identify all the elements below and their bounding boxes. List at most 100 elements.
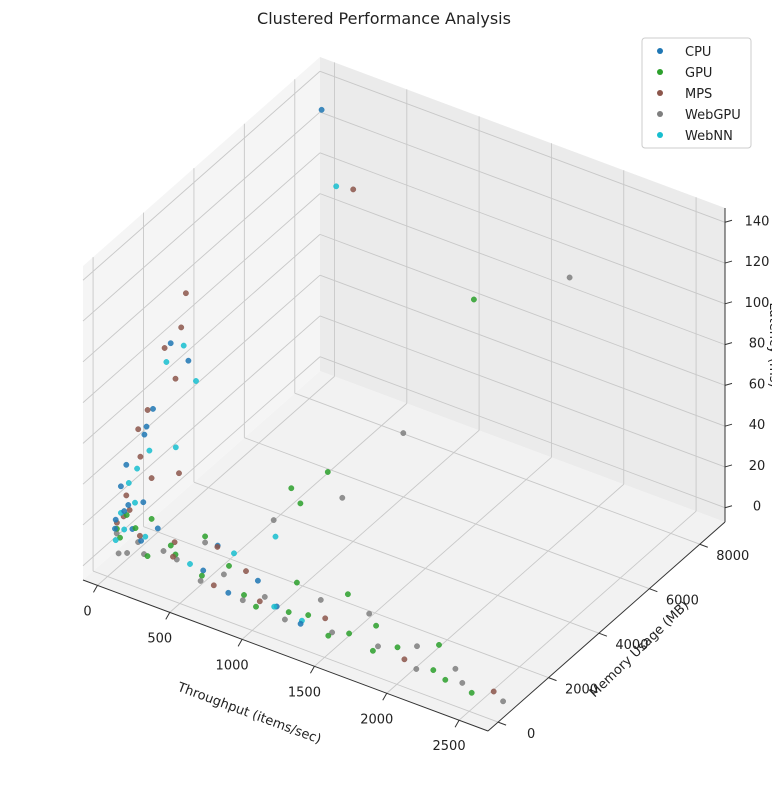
point-mps [123,492,130,499]
point-webgpu [414,643,420,650]
grid-line-y [92,570,499,723]
point-gpu [344,591,351,598]
z-axis-label: Latency (ms) [766,302,772,387]
point-webgpu [281,616,288,623]
point-gpu [148,516,155,522]
legend-marker-webnn [657,132,663,138]
grid-line-z [82,193,321,403]
point-mps [161,345,168,351]
point-webgpu [124,550,131,556]
z-tick-mark [724,382,733,386]
point-cpu [140,499,147,506]
grid-line-z [82,315,321,526]
grid-line-z [319,152,726,305]
grid-line-x [458,510,697,721]
point-cpu [125,502,132,508]
legend-marker-gpu [657,69,663,75]
point-mps [172,375,179,382]
point-webgpu [366,610,373,617]
legend-marker-mps [657,90,663,96]
point-webgpu [197,578,204,584]
legend-marker-webgpu [657,111,663,117]
point-webnn [172,444,179,451]
z-tick-label: 100 [745,296,770,311]
legend-label-cpu: CPU [685,45,711,60]
point-mps [350,186,357,193]
point-gpu [132,525,139,531]
y-tick-mark [649,588,658,593]
z-tick-label: 40 [749,418,766,433]
point-gpu [241,592,247,598]
point-gpu [470,296,477,303]
point-cpu [123,461,130,468]
point-webgpu [202,539,209,546]
grid-line-z [319,193,726,346]
point-webgpu [566,274,573,281]
point-gpu [430,667,437,673]
point-cpu [112,525,118,532]
grid-line-z [82,274,321,485]
point-gpu [167,542,174,549]
x-tick-label: 0 [83,604,91,619]
y-tick-label: 8000 [716,549,749,564]
point-gpu [436,642,442,648]
legend: CPU GPU MPS WebGPU WebNN [641,37,752,149]
point-webnn [134,465,141,472]
grid-line-z [82,234,321,444]
x-tick-mark [309,666,315,674]
grid-line-x [97,376,335,586]
grid-line-y [294,392,700,545]
x-tick-mark [454,719,460,728]
x-tick-mark [165,612,171,620]
grid-line-z [319,274,726,427]
point-webgpu [317,597,324,603]
point-webgpu [329,629,335,636]
point-mps [243,568,249,574]
point-mps [256,598,263,605]
point-cpu [185,357,192,364]
z-tick-label: 0 [753,500,761,515]
z-tick-mark [724,342,733,346]
point-webnn [132,499,138,506]
legend-label-mps: MPS [685,87,712,102]
point-gpu [468,689,475,696]
legend-box [641,37,752,149]
x-tick-label: 1500 [288,685,321,700]
y-axis-line [487,521,726,732]
point-webnn [272,533,279,540]
x-tick-label: 2500 [433,739,466,754]
point-mps [214,544,221,550]
point-webnn [112,537,119,543]
point-cpu [118,483,124,490]
point-webnn [271,603,278,610]
grid-line-z [319,70,726,223]
grid-line-x [169,403,408,613]
point-webnn [142,533,149,540]
grid-line-z [319,356,726,509]
y-tick-mark [699,543,708,548]
z-tick-label: 80 [749,337,766,352]
point-gpu [288,485,295,492]
point-webgpu [220,571,227,578]
grid-line-z [319,315,726,468]
grid-line-z [82,152,321,363]
grid-line-x [241,429,480,640]
z-tick-mark [724,219,733,223]
point-gpu [144,553,151,559]
point-cpu [254,577,261,584]
point-cpu [143,423,150,430]
data-points [112,106,573,705]
point-mps [322,615,329,622]
y-tick-label: 6000 [666,594,699,609]
point-gpu [442,676,449,683]
point-mps [126,507,133,513]
x-tick-label: 2000 [360,712,393,727]
point-mps [148,475,155,481]
point-webgpu [115,550,122,557]
point-webnn [187,561,193,567]
point-cpu [154,525,161,532]
point-webgpu [459,680,466,686]
point-cpu [297,620,304,627]
